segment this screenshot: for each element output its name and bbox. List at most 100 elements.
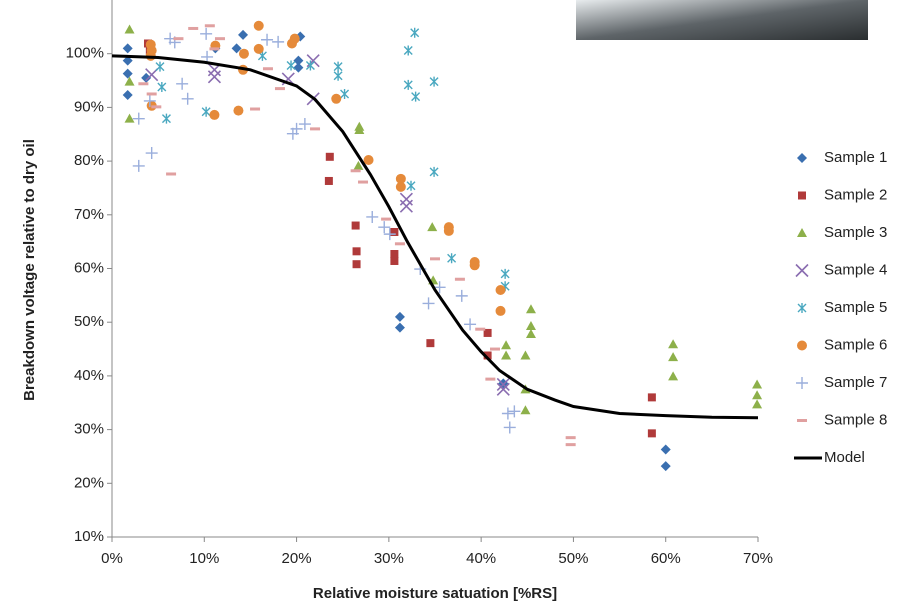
point <box>181 92 194 105</box>
point <box>403 79 413 90</box>
y-tick-label: 70% <box>74 206 104 223</box>
point <box>496 377 510 392</box>
point <box>469 260 480 271</box>
point <box>207 70 222 84</box>
point <box>286 38 297 49</box>
point <box>290 122 303 135</box>
point <box>378 221 391 234</box>
x-tick-label: 50% <box>558 550 588 567</box>
point <box>132 159 145 172</box>
x-tick-label: 30% <box>374 550 404 567</box>
y-tick-label: 50% <box>74 313 104 330</box>
point <box>331 93 342 104</box>
point <box>333 70 343 81</box>
point <box>124 113 135 123</box>
point <box>145 147 158 160</box>
point <box>500 268 510 279</box>
legend-marker <box>797 303 807 313</box>
point <box>433 281 446 294</box>
point <box>501 350 512 360</box>
point <box>122 43 133 54</box>
point <box>394 322 405 333</box>
point <box>489 347 500 351</box>
point <box>238 48 249 59</box>
y-tick-label: 30% <box>74 421 104 438</box>
point <box>668 339 679 349</box>
point <box>752 379 763 389</box>
legend-label: Model <box>824 449 865 466</box>
legend-label: Sample 5 <box>824 299 887 316</box>
point <box>383 228 396 241</box>
point <box>647 429 656 438</box>
point <box>395 181 406 192</box>
point <box>351 221 360 230</box>
point <box>305 60 315 71</box>
point <box>464 318 477 331</box>
point <box>447 253 457 264</box>
point <box>411 91 421 102</box>
point <box>151 105 162 109</box>
point <box>454 277 465 281</box>
point <box>395 173 406 184</box>
point <box>422 297 435 310</box>
point <box>166 172 177 176</box>
point <box>124 24 135 34</box>
point <box>253 20 264 31</box>
point <box>200 27 213 40</box>
y-tick-label: 90% <box>74 98 104 115</box>
point <box>122 90 133 101</box>
x-tick-label: 60% <box>651 550 681 567</box>
x-tick-label: 10% <box>189 550 219 567</box>
point <box>157 81 167 92</box>
x-tick-label: 0% <box>101 550 123 567</box>
point <box>455 289 468 302</box>
point <box>565 436 576 440</box>
y-axis-title: Breakdown voltage relative to dry oil <box>21 139 38 401</box>
point <box>209 47 220 51</box>
point <box>333 61 343 72</box>
point <box>272 35 285 48</box>
legend-marker <box>798 191 806 200</box>
photo <box>576 0 868 40</box>
point <box>209 109 220 120</box>
point <box>410 27 420 38</box>
x-tick-label: 40% <box>466 550 496 567</box>
point <box>495 284 506 295</box>
point <box>399 199 413 213</box>
point <box>176 77 189 90</box>
point <box>286 60 296 71</box>
point <box>525 320 536 330</box>
point <box>298 118 311 131</box>
point <box>124 76 135 86</box>
point <box>429 76 439 87</box>
point <box>429 166 439 177</box>
point <box>483 351 492 360</box>
point <box>261 33 274 46</box>
point <box>132 112 145 125</box>
point <box>363 155 374 166</box>
point <box>155 61 165 72</box>
legend-marker <box>797 419 807 422</box>
point <box>495 305 506 316</box>
point <box>403 45 413 56</box>
legend-marker <box>797 228 807 237</box>
legend-label: Sample 8 <box>824 411 887 428</box>
x-axis-title: Relative moisture satuation [%RS] <box>313 585 557 602</box>
point <box>426 339 435 348</box>
point <box>141 72 152 83</box>
point <box>352 260 361 269</box>
point <box>366 210 379 223</box>
point <box>399 192 413 206</box>
point <box>443 225 454 236</box>
point <box>250 107 261 111</box>
point <box>525 329 536 339</box>
point <box>668 352 679 362</box>
point <box>752 390 763 400</box>
point <box>503 421 516 434</box>
point <box>354 121 365 131</box>
point <box>660 461 671 472</box>
point <box>353 160 364 170</box>
point <box>293 55 304 66</box>
point <box>485 377 496 381</box>
